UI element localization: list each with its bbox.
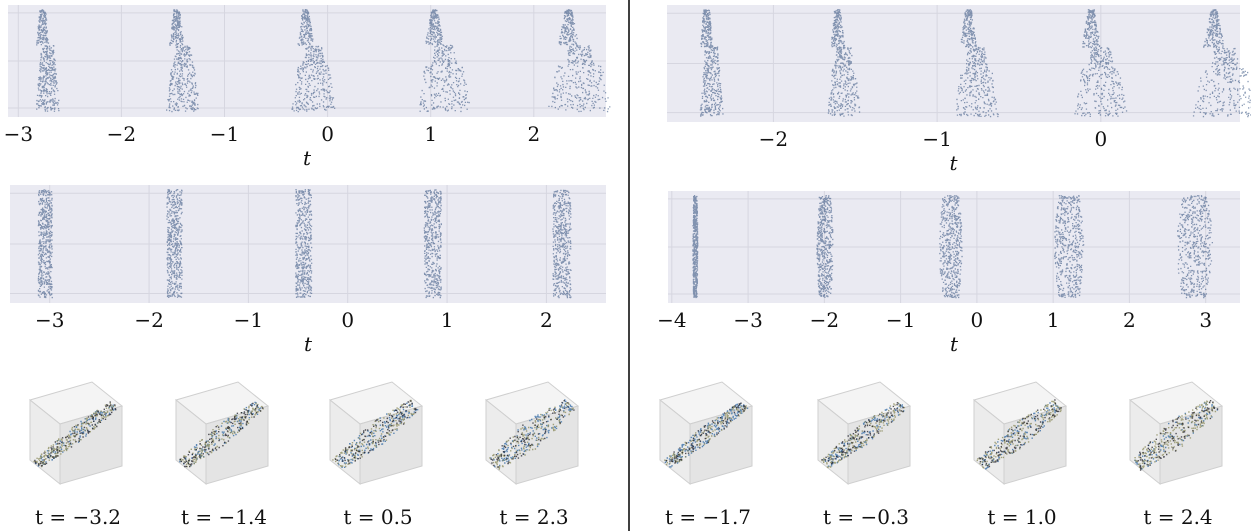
x-tick-label: 2 [527, 122, 540, 146]
cloud-points-olive [332, 399, 415, 468]
x-axis-label: t [949, 151, 958, 175]
x-tick-label: −2 [107, 122, 136, 146]
snapshot-point-cloud [827, 9, 861, 117]
x-tick-label: −4 [657, 308, 686, 332]
snapshot-caption: t = 1.0 [987, 505, 1056, 529]
cloud-points-blue [337, 402, 419, 468]
cloud-points-olive [664, 403, 747, 466]
snapshot-point-cloud [956, 9, 999, 118]
snapshot-point-cloud [1054, 195, 1085, 298]
cloud-points-dark [179, 402, 264, 468]
snapshot-3d-right-3: t = 1.0 [972, 381, 1068, 529]
x-tick-label: −2 [810, 308, 839, 332]
snapshot-point-cloud [37, 189, 53, 299]
cube-face [1159, 405, 1223, 485]
snapshot-point-cloud [419, 9, 470, 113]
snapshot-point-cloud [939, 195, 963, 299]
cloud-points-olive [179, 402, 264, 468]
cube-face [847, 405, 911, 485]
chart-panel-4: −4 −3 −2 −1 0 1 2 3 t [657, 191, 1240, 356]
x-axis-label: t [303, 146, 312, 170]
x-tick-label: 0 [1094, 127, 1107, 151]
cloud-points-blue [664, 403, 749, 468]
snapshot-3d-right-2: t = −0.3 [816, 381, 912, 529]
snapshot-3d-left-2: t = −1.4 [174, 381, 270, 529]
snapshot-3d-left-3: t = 0.5 [328, 381, 424, 529]
x-tick-label: −1 [234, 308, 263, 332]
snapshot-3d-right-1: t = −1.7 [658, 381, 754, 529]
snapshot-caption: t = 2.3 [499, 505, 568, 529]
cube-face [515, 405, 579, 485]
snapshot-3d-left-1: t = −3.2 [28, 381, 124, 529]
snapshot-caption: t = −3.2 [35, 505, 121, 529]
snapshot-caption: t = −1.4 [181, 505, 267, 529]
snapshot-caption: t = 2.4 [1143, 505, 1212, 529]
snapshot-caption: t = −0.3 [823, 505, 909, 529]
cloud-points-dark [490, 400, 575, 468]
x-tick-label: −2 [134, 308, 163, 332]
x-tick-label: 1 [424, 122, 437, 146]
snapshot-point-cloud [816, 195, 834, 298]
x-tick-label: 0 [341, 308, 354, 332]
snapshot-point-cloud [166, 9, 199, 113]
x-tick-label: −3 [35, 308, 64, 332]
chart-panel-3: −3 −2 −1 0 1 2 t [10, 185, 606, 356]
cloud-points-dark [821, 402, 904, 465]
snapshot-point-cloud [291, 9, 336, 113]
x-tick-label: 0 [321, 122, 334, 146]
snapshot-3d-right-4: t = 2.4 [1128, 381, 1224, 529]
x-tick-label: 3 [1199, 308, 1212, 332]
x-tick-label: −3 [733, 308, 762, 332]
x-tick-label: −3 [4, 122, 33, 146]
cloud-points-dark [665, 402, 746, 464]
snapshot-point-cloud [1177, 195, 1213, 299]
x-tick-label: −2 [759, 127, 788, 151]
x-tick-label: 2 [540, 308, 553, 332]
snapshot-caption: t = 0.5 [343, 505, 412, 529]
x-tick-label: 2 [1123, 308, 1136, 332]
x-tick-label: −1 [886, 308, 915, 332]
chart-panel-2: −2 −1 0 t [667, 5, 1251, 175]
snapshot-point-cloud [36, 9, 60, 112]
x-tick-label: 1 [1047, 308, 1060, 332]
snapshot-point-cloud [295, 189, 313, 298]
x-tick-label: −1 [210, 122, 239, 146]
x-tick-label: 0 [971, 308, 984, 332]
snapshot-caption: t = −1.7 [665, 505, 751, 529]
x-tick-label: −1 [922, 127, 951, 151]
snapshot-3d-left-4: t = 2.3 [484, 381, 580, 529]
snapshot-point-cloud [548, 9, 611, 113]
chart-panel-1: −3 −2 −1 0 1 2 t [4, 5, 611, 170]
x-axis-label: t [304, 332, 313, 356]
snapshot-point-cloud [699, 9, 724, 117]
snapshot-point-cloud [552, 189, 572, 299]
x-tick-label: 1 [441, 308, 454, 332]
snapshot-point-cloud [692, 195, 699, 299]
snapshot-point-cloud [166, 189, 183, 298]
x-axis-label: t [950, 332, 959, 356]
cloud-points-blue [490, 399, 573, 468]
snapshot-point-cloud [423, 189, 442, 299]
